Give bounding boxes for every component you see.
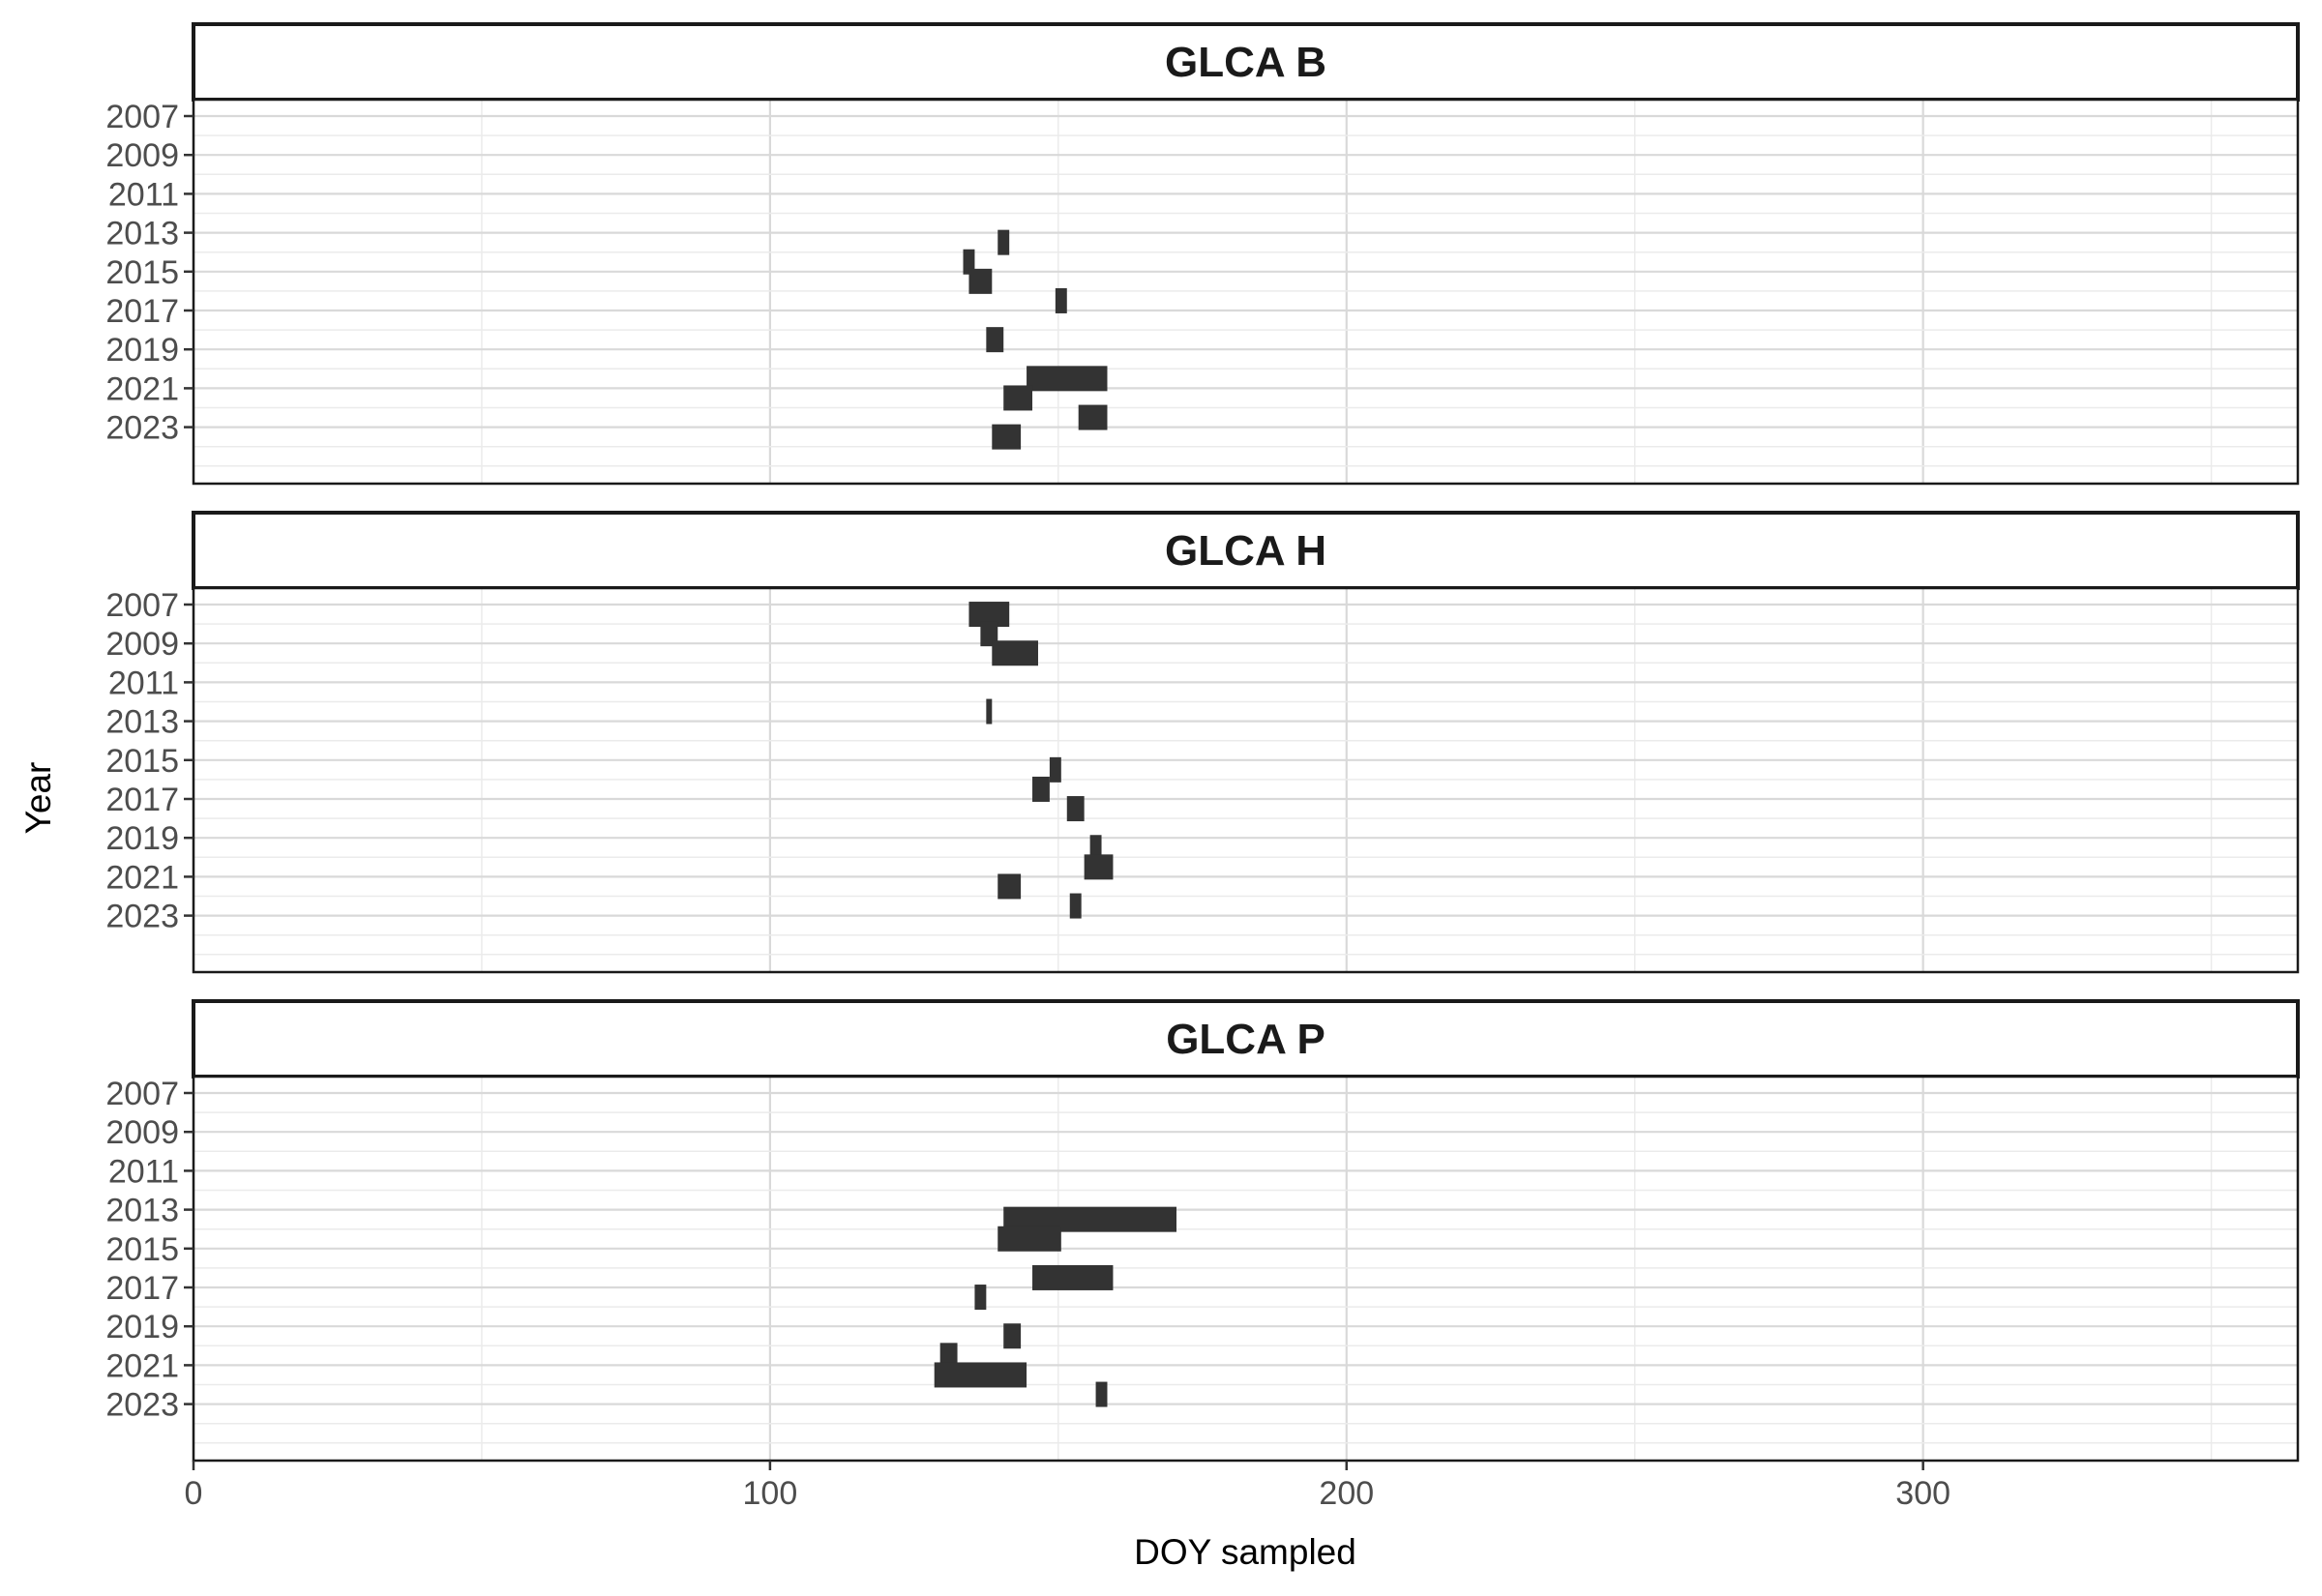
x-tick-label: 100 [743,1475,798,1512]
sampling-bar [1032,776,1050,802]
y-tick-label: 2017 [105,1270,179,1307]
y-tick-label: 2007 [105,1076,179,1112]
facet-strip-label: GLCA P [1166,1016,1325,1063]
facet-strip [192,999,2300,1079]
y-tick-label: 2023 [105,410,179,447]
sampling-bar [1032,1264,1114,1290]
y-tick-label: 2019 [105,1309,179,1345]
sampling-bar [1027,366,1108,392]
facet-strip [192,22,2300,102]
y-tick-label: 2011 [108,665,179,701]
facet-strip-label: GLCA H [1165,527,1326,575]
sampling-bar [1066,796,1085,822]
sampling-bar [992,424,1022,450]
sampling-bar [939,1343,958,1369]
y-tick-label: 2009 [105,626,179,663]
sampling-bar [997,229,1010,255]
panel-border [192,586,2300,974]
sampling-bar [980,621,998,647]
y-tick-label: 2023 [105,899,179,935]
sampling-bar [1003,385,1033,411]
x-tick-label: 300 [1895,1475,1950,1512]
facet-panel-1: GLCA H 2007200920112013201520172019202120… [105,511,2300,974]
panel-border [192,1075,2300,1463]
y-tick-label: 2009 [105,137,179,174]
sampling-bar [986,698,993,724]
x-tick-label: 200 [1319,1475,1374,1512]
sampling-bar [986,327,1004,353]
x-axis-title: DOY sampled [1134,1532,1356,1572]
y-tick-label: 2015 [105,1231,179,1268]
sampling-bar [997,1226,1061,1252]
facet-panel-0: GLCA B 2007200920112013201520172019202120… [105,22,2300,486]
panels: GLCA B2007200920112013201520172019202120… [105,22,2300,1463]
y-tick-label: 2011 [108,176,179,213]
y-tick-label: 2019 [105,820,179,857]
y-tick-label: 2021 [105,1347,179,1384]
y-tick-label: 2007 [105,587,179,624]
y-tick-label: 2013 [105,1193,179,1229]
y-tick-label: 2007 [105,99,179,135]
sampling-bar [1089,835,1102,861]
y-tick-label: 2013 [105,216,179,252]
sampling-bar [934,1362,1027,1388]
y-tick-label: 2011 [108,1153,179,1190]
y-tick-label: 2013 [105,704,179,741]
sampling-bar [1078,404,1108,430]
facet-panel-2: GLCA P 2007200920112013201520172019202120… [105,999,2300,1463]
sampling-bar [1055,287,1067,313]
panel-border [192,98,2300,486]
y-tick-label: 2017 [105,293,179,330]
y-tick-label: 2015 [105,254,179,291]
y-axis-title: Year [18,762,58,835]
sampling-bar [968,268,993,294]
y-tick-label: 2017 [105,782,179,818]
y-tick-label: 2023 [105,1387,179,1424]
x-tick-label: 0 [185,1475,203,1512]
sampling-bar [963,249,975,275]
sampling-bar [1069,893,1082,919]
sampling-bar [992,640,1038,666]
sampling-bar [1003,1323,1022,1349]
y-tick-label: 2021 [105,370,179,407]
sampling-bar [997,873,1022,900]
sampling-bar [974,1285,987,1311]
facet-strip [192,511,2300,590]
sampling-bar [1084,854,1114,880]
facet-strip-label: GLCA B [1165,39,1326,86]
y-tick-label: 2019 [105,332,179,369]
sampling-bar [1049,756,1061,783]
y-tick-label: 2015 [105,743,179,780]
sampling-bar [1095,1381,1108,1407]
y-tick-label: 2021 [105,859,179,896]
y-tick-label: 2009 [105,1114,179,1151]
x-axis: 0 100 200 300 [185,1461,1950,1512]
